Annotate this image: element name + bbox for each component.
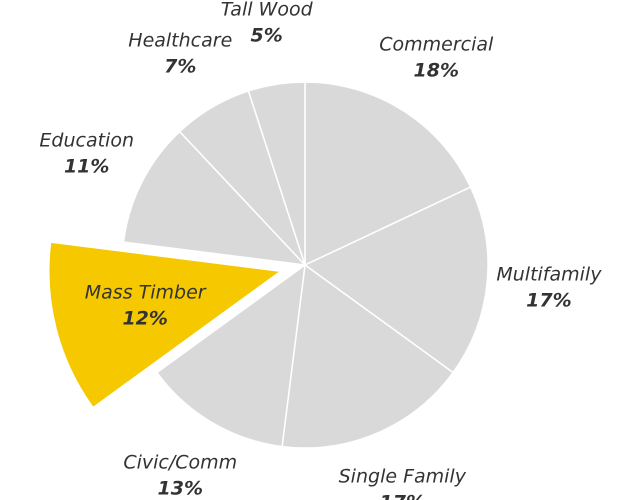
value-label: 17%	[526, 290, 571, 312]
pie-slice	[247, 81, 306, 266]
value-label: 7%	[164, 56, 196, 78]
slice-label: Tall Wood	[221, 0, 314, 21]
slice-label: Healthcare	[128, 30, 232, 52]
slice-label: Single Family	[339, 465, 467, 487]
value-label: 18%	[414, 60, 459, 82]
value-label: 11%	[64, 155, 109, 177]
pie-slice	[122, 130, 307, 267]
pie-slice	[281, 263, 455, 449]
value-label: 17%	[380, 491, 425, 500]
value-label: 12%	[122, 308, 167, 330]
pie-slice	[155, 263, 306, 448]
slice-label: Mass Timber	[85, 282, 207, 304]
value-label: 13%	[158, 477, 203, 499]
slice-label: Commercial	[379, 34, 494, 56]
slice-label: Education	[39, 129, 134, 151]
pie-slice	[303, 186, 489, 374]
slice-label: Multifamily	[496, 264, 602, 286]
value-label: 5%	[251, 25, 283, 47]
pie-slice	[48, 241, 283, 409]
pie-slice	[304, 81, 472, 267]
slice-label: Civic/Comm	[123, 451, 237, 473]
